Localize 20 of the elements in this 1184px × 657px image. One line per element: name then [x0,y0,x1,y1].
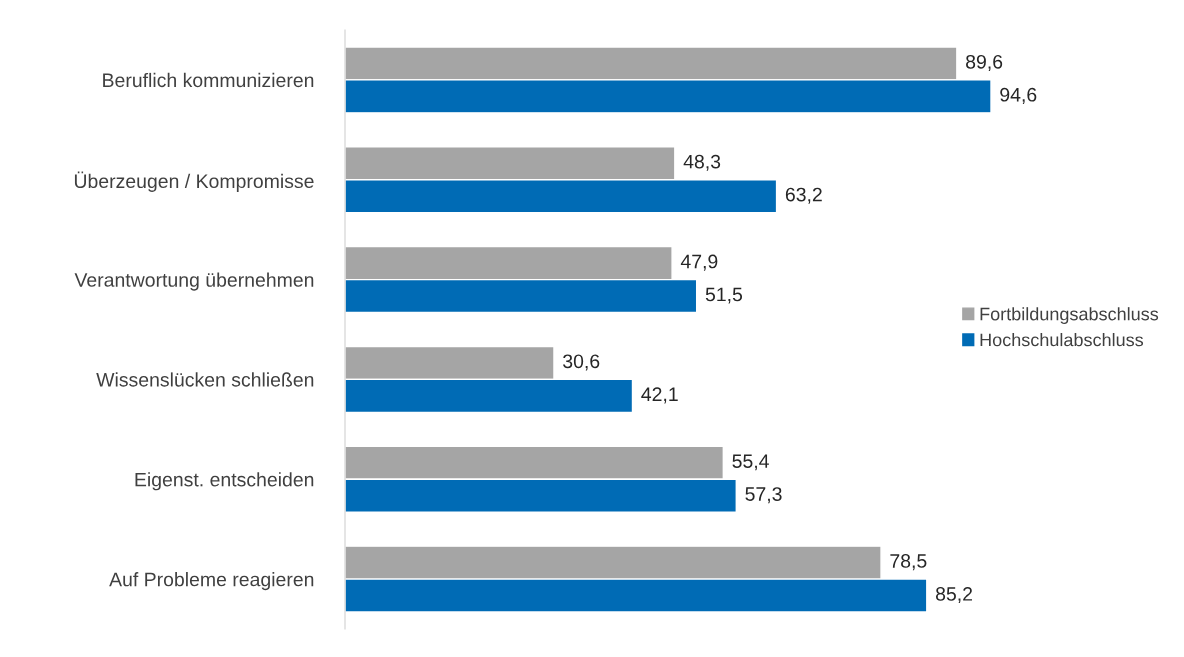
data-label: 51,5 [705,287,743,304]
y-tick-label: Beruflich kommunizieren [103,72,314,88]
data-label: 48,3 [683,154,721,171]
data-label: 94,6 [1000,87,1037,104]
y-tick-label: Eigenst. entscheiden [135,472,314,491]
data-label: 85,2 [935,587,973,604]
y-tick-label: Wissenslücken schließen [96,372,314,387]
data-label: 47,9 [680,254,718,271]
legend-label: Fortbildungsabschluss [980,307,1159,324]
data-label: 63,2 [785,187,822,204]
data-label: 78,5 [890,554,927,571]
legend-label: Hochschulabschluss [980,333,1144,347]
data-label: 89,6 [966,54,1003,71]
data-label: 57,3 [745,487,782,504]
y-tick-label: Überzeugen / Kompromisse [74,171,314,192]
data-label: 55,4 [732,454,769,471]
y-tick-label: Auf Probleme reagieren [109,572,314,591]
data-label: 42,1 [641,387,678,404]
data-label: 30,6 [563,354,600,371]
y-tick-label: Verantwortung übernehmen [74,272,314,291]
